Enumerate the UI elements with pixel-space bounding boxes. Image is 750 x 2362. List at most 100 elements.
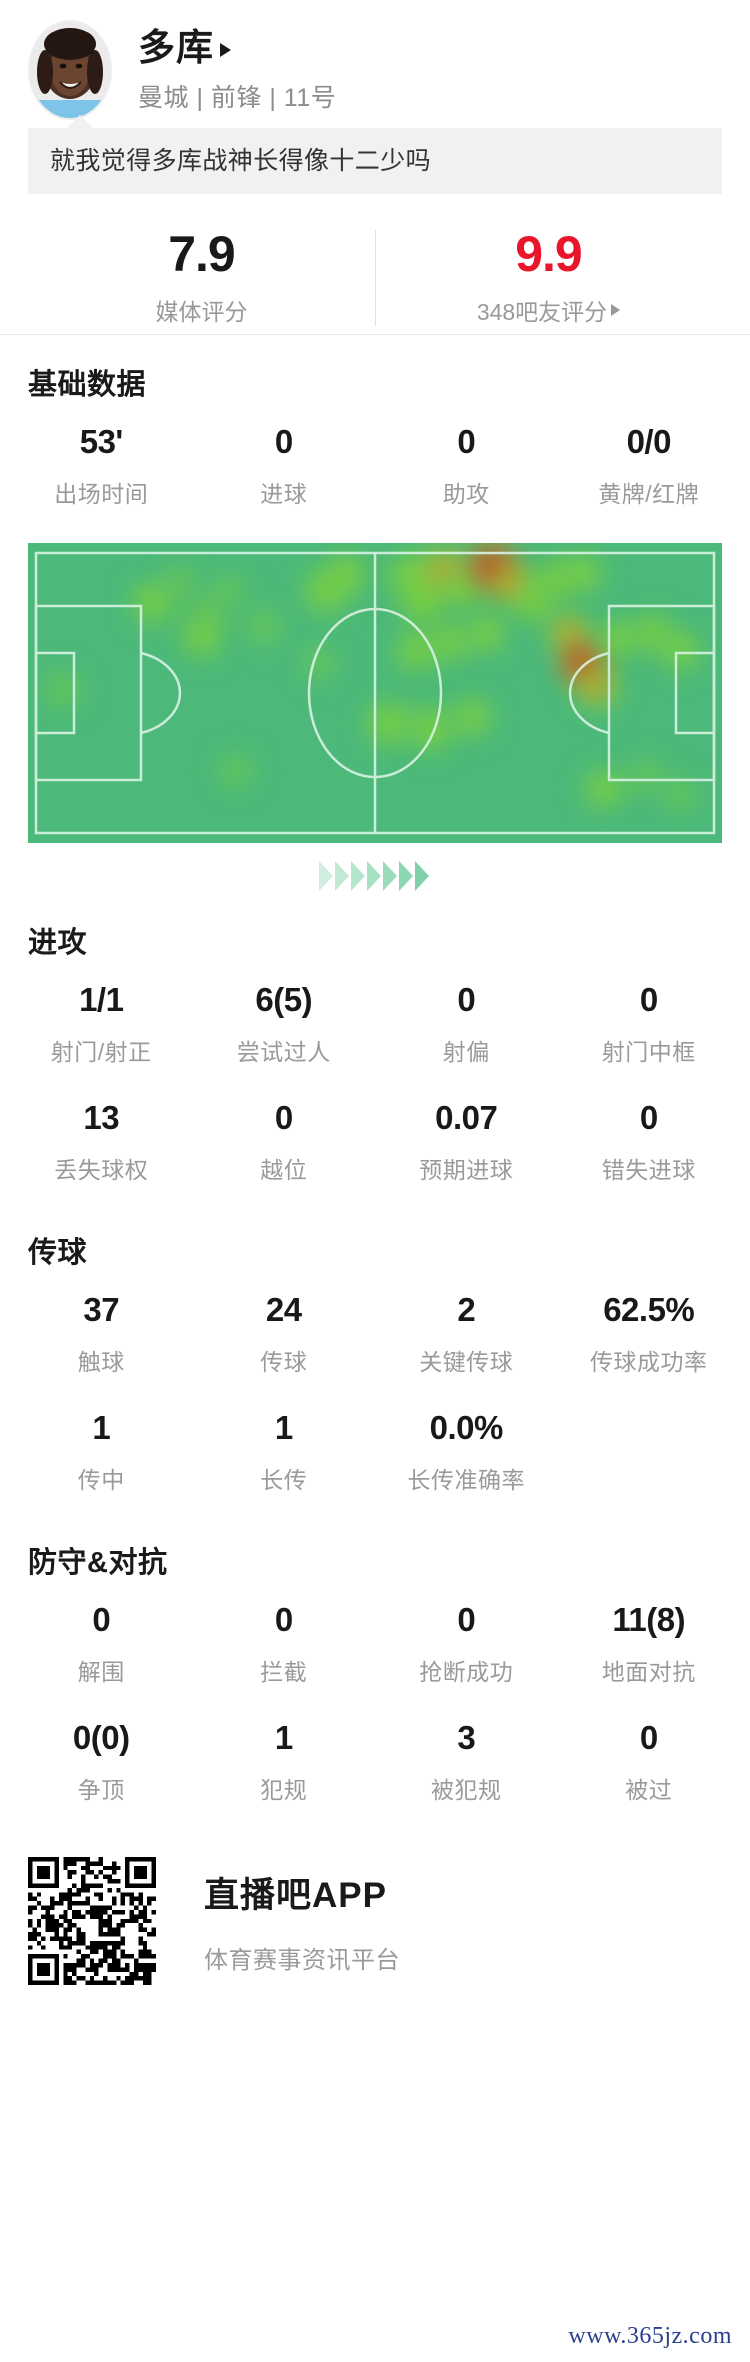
stat-cell: 0 解围 [10, 1587, 193, 1705]
ratings-row: 7.9 媒体评分 9.9 348吧友评分 [0, 222, 750, 334]
stat-value: 0.0% [429, 1409, 504, 1446]
stat-cell: 3 被犯规 [375, 1705, 558, 1823]
stat-row: 0(0) 争顶 1 犯规 3 被犯规 0 被过 [0, 1705, 750, 1823]
avatar[interactable] [28, 20, 112, 120]
avatar-image [30, 22, 110, 118]
pitch-markings [34, 551, 716, 835]
stat-cell: 24 传球 [193, 1277, 376, 1395]
stat-cell: 62.5% 传球成功率 [558, 1277, 741, 1395]
stat-cell: 1 犯规 [193, 1705, 376, 1823]
stat-label: 传球 [260, 1349, 308, 1375]
stat-label: 射门中框 [601, 1039, 696, 1065]
chevron-right-icon [611, 304, 621, 316]
stat-label: 助攻 [442, 481, 490, 507]
stat-cell: 1 长传 [193, 1395, 376, 1513]
chevron-right-icon [351, 861, 365, 891]
media-rating: 7.9 媒体评分 [28, 222, 375, 334]
stat-value: 1 [274, 1719, 293, 1756]
stat-label: 解围 [77, 1659, 125, 1685]
player-name: 多库 [138, 26, 214, 68]
stat-label: 越位 [260, 1157, 308, 1183]
chevron-right-icon [220, 42, 231, 57]
stat-cell: 0.07 预期进球 [375, 1085, 558, 1203]
stat-cell: 0 进球 [193, 409, 376, 527]
media-rating-value: 7.9 [168, 226, 236, 282]
stat-cell: 6(5) 尝试过人 [193, 967, 376, 1085]
stat-label: 长传准确率 [407, 1467, 525, 1493]
heat-blob [460, 607, 513, 659]
chevron-right-icon [319, 861, 333, 891]
stat-cell: 11(8) 地面对抗 [558, 1587, 741, 1705]
section-title-passing: 传球 [28, 1237, 88, 1269]
player-name-row[interactable]: 多库 [138, 26, 336, 70]
stat-cell: 0(0) 争顶 [10, 1705, 193, 1823]
player-identity: 多库 曼城 | 前锋 | 11号 [138, 26, 336, 115]
chevron-right-icon [415, 861, 429, 891]
heatmap-blobs [28, 543, 722, 843]
stat-cell: 0 射门中框 [558, 967, 741, 1085]
stat-cell: 13 丢失球权 [10, 1085, 193, 1203]
stat-value: 24 [265, 1291, 302, 1328]
stat-label: 出场时间 [54, 481, 149, 507]
stat-label: 地面对抗 [601, 1659, 696, 1685]
site-watermark: www.365jz.com [568, 2323, 732, 2349]
chevron-right-icon [367, 861, 381, 891]
stat-row: 1 传中 1 长传 0.0% 长传准确率 [0, 1395, 750, 1513]
chevron-right-icon [399, 861, 413, 891]
player-header: 多库 曼城 | 前锋 | 11号 [0, 0, 750, 120]
stat-label: 射门/射正 [50, 1039, 152, 1065]
chevron-right-icon [335, 861, 349, 891]
stat-value: 37 [83, 1291, 120, 1328]
stat-cell: 0 拦截 [193, 1587, 376, 1705]
comment-bubble[interactable]: 就我觉得多库战神长得像十二少吗 [28, 115, 722, 194]
stat-value: 0 [274, 423, 293, 460]
stat-value: 0 [639, 981, 658, 1018]
stat-cell: 1 传中 [10, 1395, 193, 1513]
stat-value: 0 [92, 1601, 111, 1638]
stat-row: 37 触球 24 传球 2 关键传球 62.5% 传球成功率 [0, 1277, 750, 1395]
stat-cell: 0 射偏 [375, 967, 558, 1085]
heat-blob [557, 547, 610, 599]
stat-row: 13 丢失球权 0 越位 0.07 预期进球 0 错失进球 [0, 1085, 750, 1203]
qr-code[interactable] [28, 1857, 156, 1985]
heat-blob [654, 625, 707, 677]
stat-row: 0 解围 0 拦截 0 抢断成功 11(8) 地面对抗 [0, 1587, 750, 1705]
stat-label: 犯规 [260, 1777, 308, 1803]
qr-code-image [28, 1857, 156, 1985]
stat-value: 0 [274, 1601, 293, 1638]
app-name: 直播吧APP [204, 1876, 387, 1915]
section-title-basic: 基础数据 [28, 369, 147, 401]
heatmap-pitch[interactable] [28, 543, 722, 843]
section-title-defense: 防守&对抗 [28, 1547, 168, 1579]
stat-cell: 0/0 黄牌/红牌 [558, 409, 741, 527]
divider [0, 334, 750, 335]
stat-value: 0.07 [435, 1099, 498, 1136]
stat-value: 62.5% [603, 1291, 695, 1328]
stat-value: 13 [83, 1099, 120, 1136]
heat-blob [446, 691, 499, 743]
heat-blob [321, 547, 374, 599]
media-rating-label: 媒体评分 [155, 299, 248, 325]
stat-cell: 0 被过 [558, 1705, 741, 1823]
stat-value: 1 [92, 1409, 111, 1446]
heat-blob [212, 747, 261, 795]
fans-rating-label-row[interactable]: 348吧友评分 [477, 293, 621, 327]
fans-rating[interactable]: 9.9 348吧友评分 [375, 222, 722, 334]
stat-value: 0/0 [626, 423, 672, 460]
stat-label: 进球 [260, 481, 308, 507]
fans-rating-value: 9.9 [515, 226, 583, 282]
stat-cell: 0 越位 [193, 1085, 376, 1203]
stat-value: 6(5) [255, 981, 313, 1018]
stat-label: 尝试过人 [236, 1039, 331, 1065]
media-rating-label-row: 媒体评分 [156, 293, 248, 327]
stat-label: 抢断成功 [419, 1659, 514, 1685]
stat-label: 被过 [625, 1777, 673, 1803]
stat-cell: 0 助攻 [375, 409, 558, 527]
comment-section: 就我觉得多库战神长得像十二少吗 [0, 115, 750, 194]
chevron-right-icon [383, 861, 397, 891]
stat-row: 53' 出场时间 0 进球 0 助攻 0/0 黄牌/红牌 [0, 409, 750, 527]
stat-label: 争顶 [77, 1777, 125, 1803]
heat-blob [237, 601, 290, 653]
stat-label: 被犯规 [431, 1777, 502, 1803]
stat-label: 关键传球 [419, 1349, 514, 1375]
